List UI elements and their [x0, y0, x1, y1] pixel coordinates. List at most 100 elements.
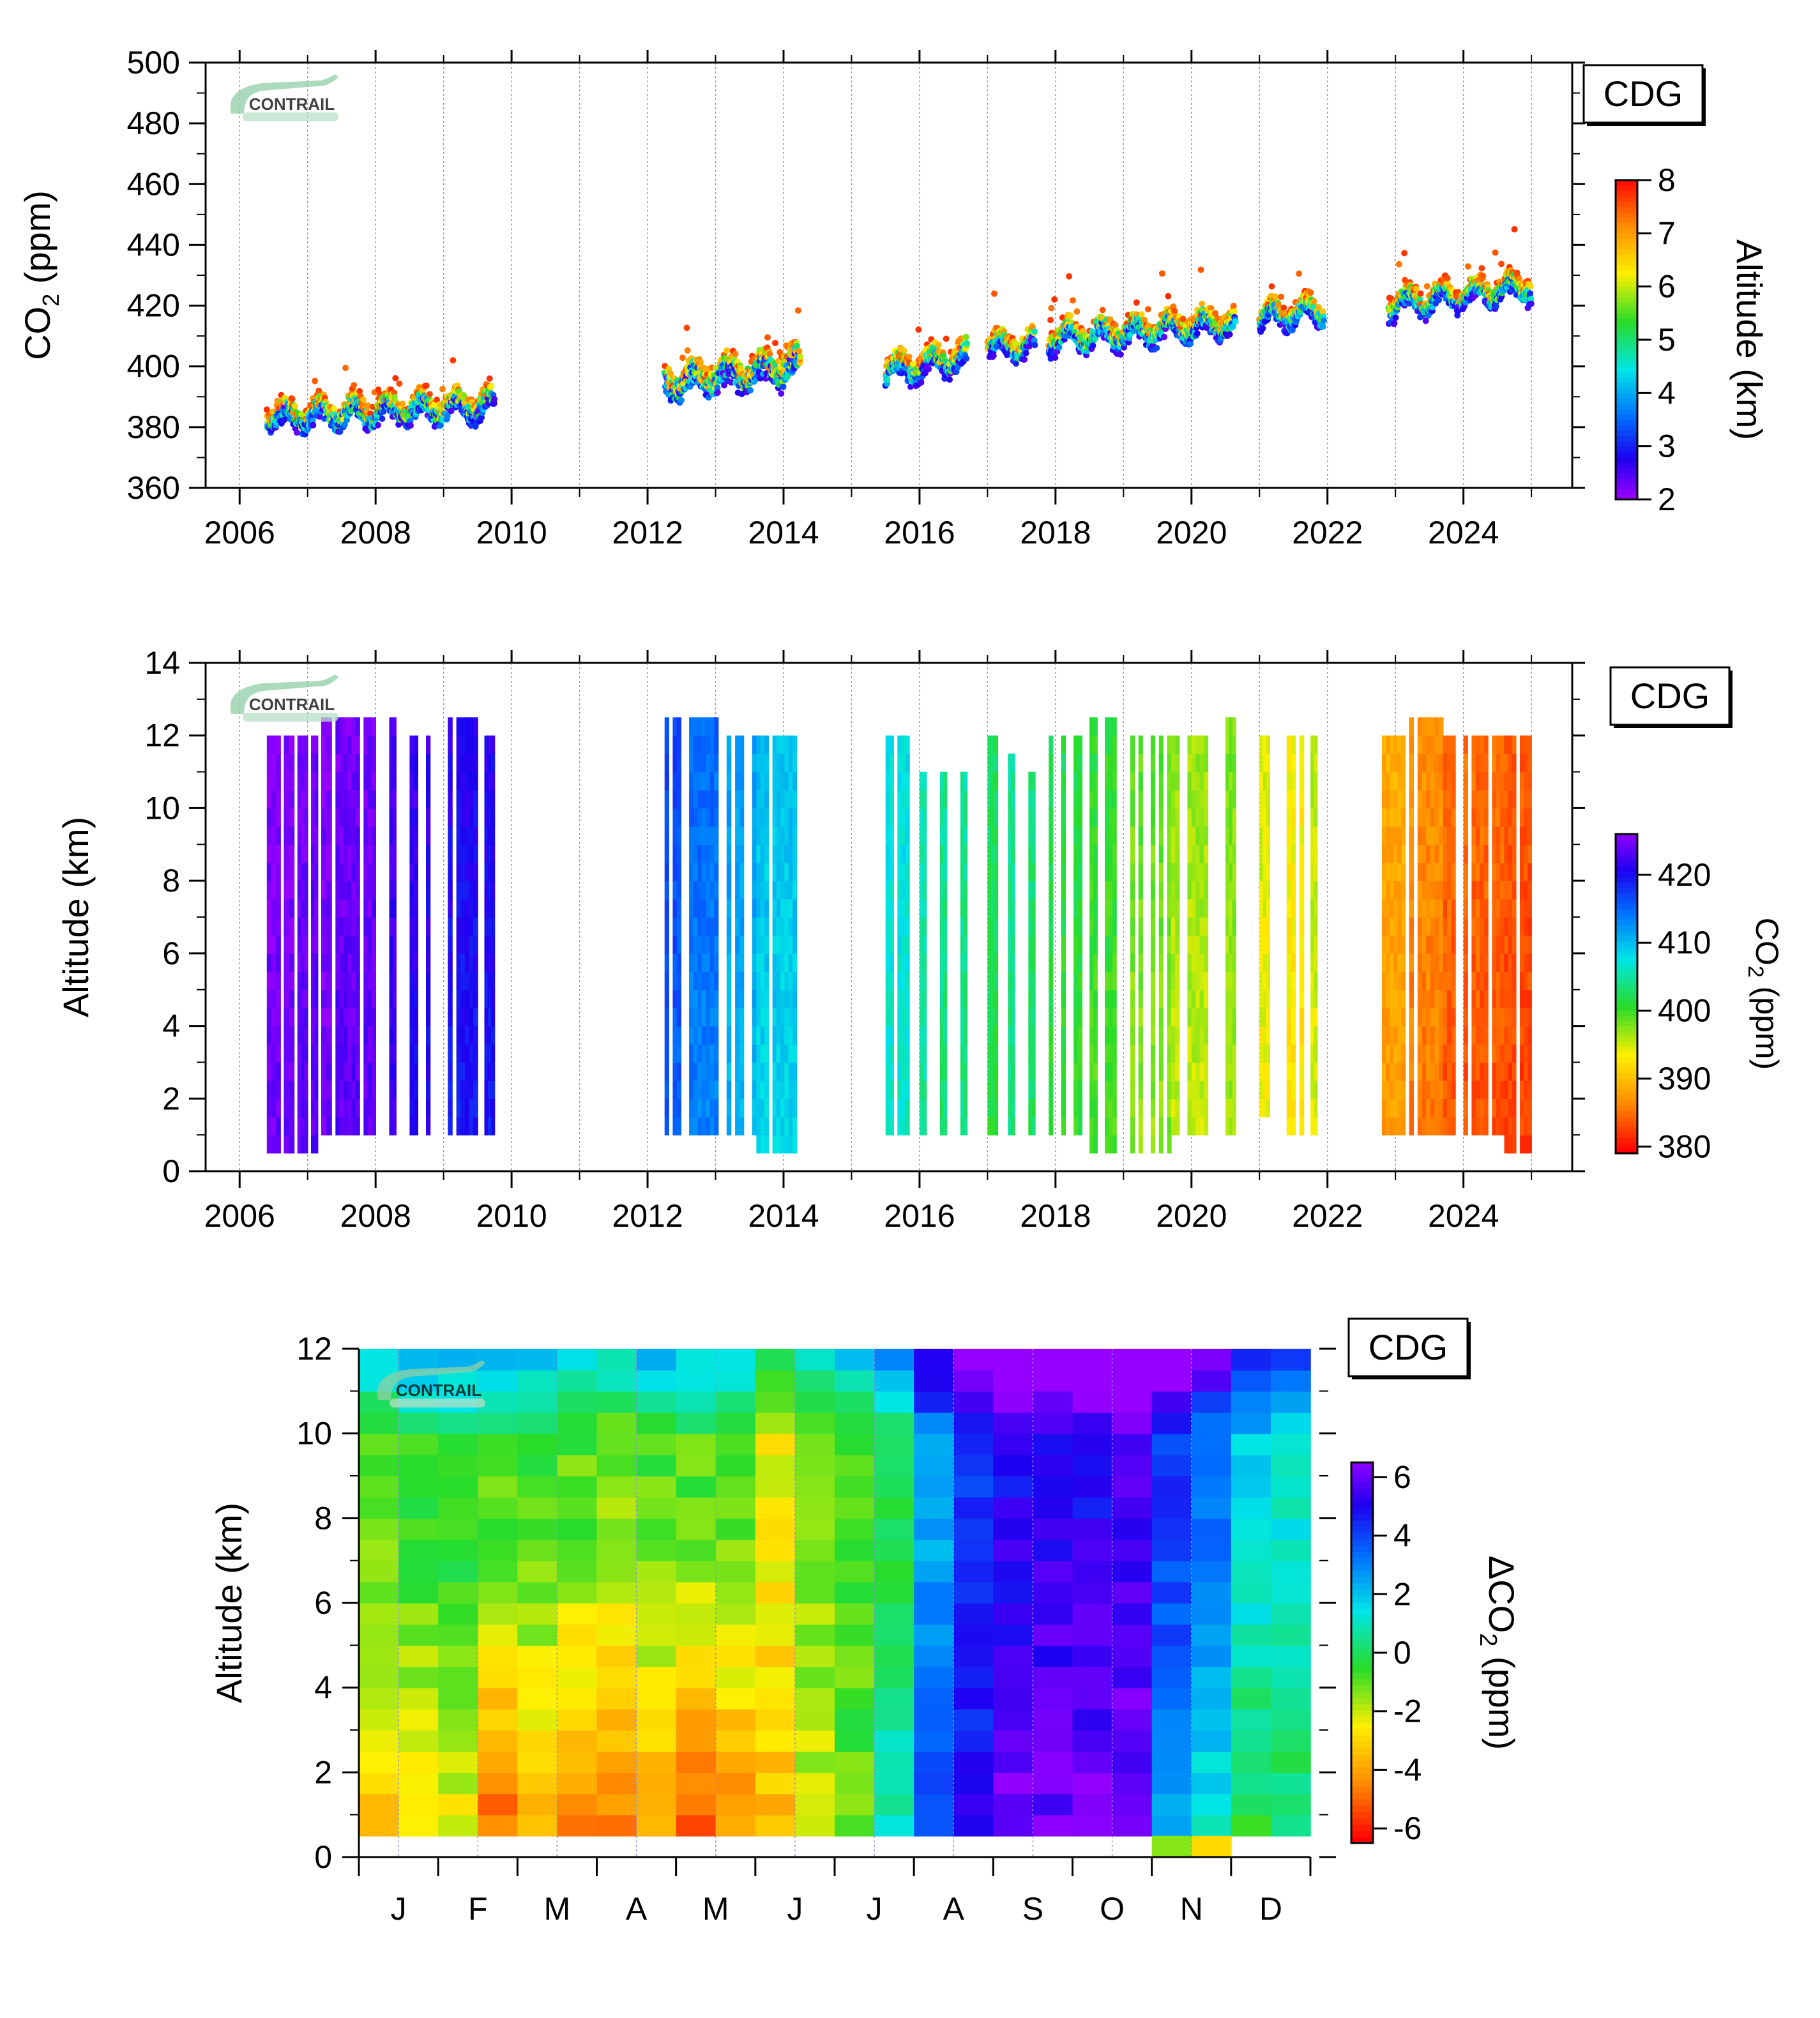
- heatmap-cell: [694, 754, 698, 772]
- heatmap-cell: [706, 790, 710, 808]
- colorbar-segment: [1616, 292, 1637, 298]
- heatmap-cell: [372, 790, 376, 808]
- heatmap-cell: [271, 863, 277, 881]
- heatmap-cell: [460, 717, 466, 736]
- heatmap-cell: [284, 953, 289, 972]
- heatmap-cell: [789, 990, 793, 1008]
- heatmap-cell: [414, 1026, 418, 1045]
- heatmap-cell: [677, 953, 681, 972]
- heatmap-cell: [393, 953, 397, 972]
- heatmap-cell: [276, 971, 281, 990]
- colorbar-segment: [1616, 377, 1637, 383]
- heatmap-cell: [326, 844, 332, 863]
- data-point: [1070, 297, 1076, 303]
- data-point: [918, 379, 924, 386]
- heatmap-cell: [460, 844, 466, 863]
- heatmap-cell: [491, 790, 495, 808]
- heatmap-cell: [298, 1044, 301, 1063]
- heatmap-cell: [301, 736, 305, 754]
- heatmap-cell: [780, 808, 785, 826]
- heatmap-cell: [727, 844, 732, 863]
- heatmap-cell: [694, 1117, 698, 1135]
- colorbar-segment: [1616, 425, 1637, 430]
- heatmap-cell: [672, 844, 677, 863]
- heatmap-cell: [284, 1062, 289, 1081]
- data-point: [1048, 305, 1054, 312]
- heatmap-cell: [448, 1062, 453, 1081]
- heatmap-cell: [761, 881, 765, 899]
- heatmap-cell: [289, 990, 294, 1008]
- data-point: [1073, 308, 1080, 315]
- heatmap-cell: [780, 1062, 785, 1081]
- data-point: [963, 355, 969, 361]
- heatmap-cell: [773, 917, 777, 936]
- heatmap-cell: [409, 1098, 414, 1117]
- heatmap-cell: [347, 772, 352, 791]
- heatmap-cell: [706, 881, 710, 899]
- heatmap-cell: [773, 1098, 777, 1117]
- heatmap-cell: [473, 953, 478, 972]
- heatmap-cell: [372, 1044, 376, 1063]
- heatmap-cell: [314, 1081, 318, 1099]
- heatmap-cell: [457, 990, 462, 1008]
- heatmap-cell: [289, 1062, 294, 1081]
- heatmap-cell: [448, 881, 453, 899]
- data-point: [1231, 303, 1237, 309]
- heatmap-cell: [739, 790, 745, 808]
- heatmap-cell: [304, 844, 308, 863]
- heatmap-cell: [321, 790, 327, 808]
- heatmap-cell: [289, 917, 294, 936]
- heatmap-cell: [491, 899, 495, 918]
- heatmap-cell: [780, 844, 785, 863]
- heatmap-cell: [488, 1117, 492, 1135]
- heatmap-cell: [702, 717, 706, 736]
- heatmap-cell: [298, 844, 301, 863]
- colorbar-segment: [1616, 420, 1637, 425]
- heatmap-cell: [689, 917, 694, 936]
- heatmap-cell: [672, 1098, 677, 1117]
- heatmap-cell: [344, 971, 348, 990]
- heatmap-cell: [321, 935, 327, 953]
- heatmap-cell: [314, 917, 318, 936]
- heatmap-cell: [672, 1044, 677, 1063]
- heatmap-cell: [460, 754, 466, 772]
- heatmap-cell: [347, 881, 352, 899]
- heatmap-cell: [393, 1044, 397, 1063]
- heatmap-cell: [735, 736, 740, 754]
- heatmap-cell: [465, 990, 470, 1008]
- heatmap-cell: [298, 917, 301, 936]
- heatmap-cell: [488, 736, 492, 754]
- data-point: [991, 291, 997, 297]
- heatmap-cell: [702, 844, 706, 863]
- heatmap-cell: [784, 899, 789, 918]
- heatmap-cell: [368, 717, 372, 736]
- heatmap-cell: [764, 899, 769, 918]
- heatmap-cell: [677, 736, 681, 754]
- heatmap-cell: [289, 1008, 294, 1026]
- heatmap-cell: [356, 844, 360, 863]
- heatmap-cell: [764, 790, 769, 808]
- heatmap-cell: [409, 772, 414, 791]
- heatmap-cell: [764, 1117, 769, 1135]
- heatmap-cell: [761, 754, 765, 772]
- heatmap-cell: [356, 971, 360, 990]
- colorbar-tick-label: 4: [1658, 375, 1676, 411]
- heatmap-cell: [727, 971, 732, 990]
- heatmap-cell: [469, 863, 474, 881]
- heatmap-cell: [356, 790, 360, 808]
- colorbar-segment: [1616, 196, 1637, 202]
- heatmap-cell: [426, 953, 430, 972]
- heatmap-cell: [390, 736, 393, 754]
- heatmap-cell: [426, 863, 430, 881]
- heatmap-cell: [311, 1098, 315, 1117]
- heatmap-cell: [298, 899, 301, 918]
- heatmap-cell: [714, 772, 718, 791]
- data-point: [289, 396, 296, 402]
- colorbar-segment: [1616, 404, 1637, 409]
- heatmap-cell: [706, 1081, 710, 1099]
- heatmap-cell: [735, 953, 740, 972]
- heatmap-cell: [714, 1117, 718, 1135]
- y-tick-label: 440: [127, 227, 180, 262]
- heatmap-cell: [735, 1117, 740, 1135]
- heatmap-cell: [777, 808, 781, 826]
